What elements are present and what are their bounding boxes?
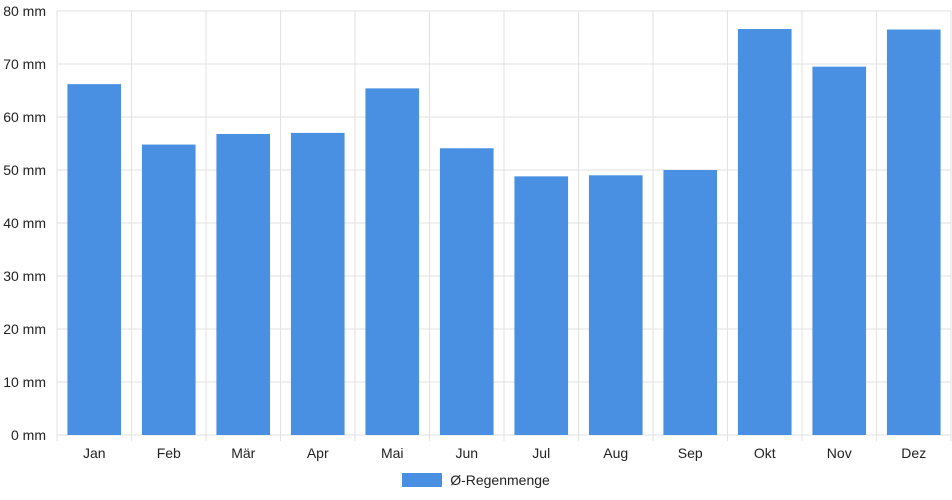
y-tick-label: 20 mm bbox=[3, 321, 46, 337]
x-tick-label: Apr bbox=[307, 445, 329, 461]
bar bbox=[663, 170, 718, 435]
x-tick-label: Nov bbox=[827, 445, 852, 461]
bar bbox=[812, 66, 867, 436]
bar bbox=[67, 84, 122, 435]
x-tick-label: Jul bbox=[532, 445, 550, 461]
x-tick-label: Sep bbox=[678, 445, 703, 461]
x-tick-label: Jun bbox=[455, 445, 478, 461]
legend-label: Ø-Regenmenge bbox=[450, 472, 550, 488]
x-tick-label: Okt bbox=[754, 445, 776, 461]
x-tick-label: Aug bbox=[603, 445, 628, 461]
x-tick-label: Dez bbox=[901, 445, 926, 461]
y-tick-label: 0 mm bbox=[11, 427, 46, 443]
y-tick-label: 10 mm bbox=[3, 374, 46, 390]
bar bbox=[886, 29, 941, 436]
x-tick-label: Feb bbox=[157, 445, 181, 461]
x-tick-label: Jan bbox=[83, 445, 106, 461]
bar bbox=[216, 133, 271, 435]
bar bbox=[439, 148, 494, 435]
bar-chart: 0 mm 10 mm 20 mm 30 mm 40 mm 50 mm 60 mm 70 mm 8… bbox=[3, 3, 952, 461]
y-tick-label: 70 mm bbox=[3, 56, 46, 72]
y-tick-label: 50 mm bbox=[3, 162, 46, 178]
bar bbox=[737, 29, 792, 436]
legend-swatch bbox=[402, 473, 443, 487]
bar bbox=[290, 132, 345, 435]
bar bbox=[514, 176, 569, 436]
x-tick-label: Mai bbox=[381, 445, 404, 461]
bar bbox=[141, 144, 196, 435]
x-tick-label: Mär bbox=[231, 445, 255, 461]
bar bbox=[365, 88, 420, 435]
legend: Ø-Regenmenge bbox=[0, 472, 952, 488]
y-tick-label: 40 mm bbox=[3, 215, 46, 231]
y-tick-label: 60 mm bbox=[3, 109, 46, 125]
bar bbox=[588, 175, 643, 436]
y-tick-label: 80 mm bbox=[3, 3, 46, 19]
y-tick-label: 30 mm bbox=[3, 268, 46, 284]
